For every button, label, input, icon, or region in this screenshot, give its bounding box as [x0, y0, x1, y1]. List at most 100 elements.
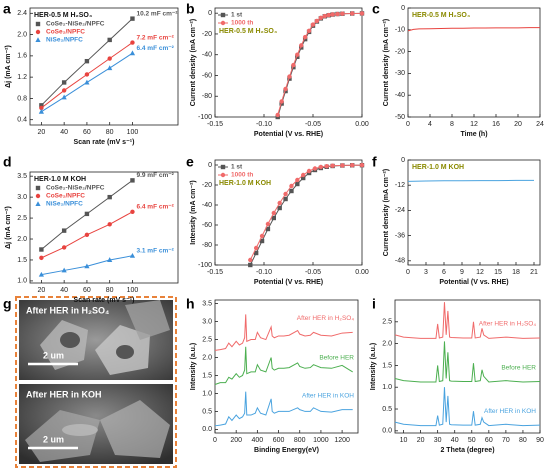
- marker: [312, 166, 318, 171]
- y-tick-label: 1.6: [17, 53, 27, 60]
- y-axis-title: Intensity (a.u.): [190, 343, 197, 390]
- legend-label: Before HER: [319, 355, 354, 362]
- series-line: [214, 391, 353, 427]
- y-tick-label: 0.0: [202, 426, 212, 433]
- y-tick-label: 1.0: [17, 278, 27, 285]
- series-line: [214, 346, 353, 385]
- x-tick-label: -0.15: [207, 269, 223, 276]
- legend-marker: [35, 185, 41, 191]
- y-axis-title: Current density (mA cm⁻²): [383, 169, 390, 256]
- marker: [275, 112, 280, 118]
- x-tick-label: 16: [492, 121, 500, 128]
- marker: [340, 11, 345, 16]
- x-tick-label: 20: [37, 129, 45, 136]
- marker: [107, 194, 112, 200]
- marker: [84, 72, 90, 77]
- marker: [324, 164, 329, 169]
- y-tick-label: 1.5: [202, 372, 212, 379]
- x-tick-label: 8: [450, 121, 454, 128]
- plot-frame: [214, 7, 363, 118]
- x-tick-label: -0.10: [256, 121, 272, 128]
- y-tick-label: 1.2: [17, 74, 27, 81]
- y-tick-label: -100: [198, 262, 212, 269]
- marker: [61, 228, 67, 233]
- x-tick-label: 0: [406, 269, 410, 276]
- y-tick-label: -30: [395, 70, 405, 77]
- y-tick-label: 0.8: [17, 95, 27, 102]
- annotation: 6.4 mF cm⁻²: [136, 45, 174, 52]
- x-tick-label: 60: [83, 129, 91, 136]
- marker: [277, 205, 282, 211]
- x-tick-label: -0.15: [207, 121, 223, 128]
- x-axis-title: Scan rate (mV s⁻¹): [74, 297, 135, 304]
- scale-label: 2 um: [43, 350, 64, 360]
- plot-frame: [394, 299, 541, 434]
- y-tick-label: 3.5: [202, 300, 212, 307]
- image-frame: [15, 296, 177, 468]
- y-tick-label: 1.0: [202, 390, 212, 397]
- marker: [322, 13, 327, 19]
- panel-label: g: [3, 296, 12, 312]
- chart-title: HER-0.5 M H₂SO₄: [219, 28, 277, 35]
- y-tick-label: 2.0: [202, 354, 212, 361]
- panel-label: c: [372, 1, 380, 17]
- marker: [107, 37, 112, 43]
- panel-label: i: [372, 296, 376, 312]
- marker: [84, 232, 90, 238]
- marker: [310, 22, 316, 27]
- x-tick-label: 80: [519, 437, 527, 444]
- x-tick-label: 0: [213, 437, 217, 444]
- y-tick-label: -48: [395, 258, 405, 265]
- plot-frame: [407, 159, 541, 266]
- legend-marker: [220, 172, 226, 178]
- x-tick-label: 3: [424, 269, 428, 276]
- marker: [39, 103, 44, 108]
- y-tick-label: 0.5: [202, 408, 212, 415]
- x-tick-label: 6: [442, 269, 446, 276]
- x-axis-title: Potential (V vs. RHE): [439, 279, 508, 286]
- y-tick-label: 2.5: [17, 215, 27, 222]
- panel-label: f: [372, 154, 377, 170]
- x-tick-label: 40: [451, 437, 459, 444]
- annotation: 3.1 mF cm⁻²: [136, 247, 174, 254]
- legend-label: After HER in H₂SO₄: [297, 315, 355, 322]
- x-tick-label: 400: [252, 437, 264, 444]
- y-tick-label: 1.5: [17, 257, 27, 264]
- y-tick-label: -80: [202, 242, 212, 249]
- x-tick-label: 1000: [313, 437, 329, 444]
- marker: [129, 252, 136, 258]
- x-tick-label: 12: [470, 121, 478, 128]
- y-tick-label: 0: [208, 10, 212, 17]
- y-tick-label: 1.0: [382, 384, 392, 391]
- y-axis-title: Current density (mA cm⁻²): [383, 19, 390, 106]
- x-tick-label: 18: [512, 269, 520, 276]
- x-tick-label: 0.00: [355, 121, 369, 128]
- marker: [129, 50, 136, 56]
- marker: [301, 175, 306, 181]
- legend-label: After HER in KOH: [302, 392, 354, 399]
- y-tick-label: 3.5: [17, 173, 27, 180]
- y-tick-label: 0.0: [382, 428, 392, 435]
- x-tick-label: 20: [417, 437, 425, 444]
- x-tick-label: 9: [460, 269, 464, 276]
- legend-marker: [35, 37, 41, 42]
- marker: [39, 255, 44, 261]
- marker: [84, 211, 90, 217]
- x-tick-label: 60: [83, 287, 91, 294]
- marker: [84, 79, 90, 85]
- marker: [130, 40, 135, 45]
- marker: [302, 34, 308, 40]
- marker: [359, 11, 365, 16]
- marker: [265, 221, 271, 227]
- annotation: 6.4 mF cm⁻²: [136, 204, 174, 211]
- image-caption: After HER in KOH: [26, 389, 102, 399]
- y-tick-label: -50: [395, 114, 405, 121]
- x-tick-label: 40: [60, 129, 68, 136]
- y-tick-label: -12: [395, 182, 405, 189]
- marker: [61, 267, 67, 273]
- y-tick-label: 1.5: [382, 362, 392, 369]
- legend-label: 1000 th: [231, 20, 253, 27]
- marker: [107, 257, 113, 262]
- marker: [39, 105, 44, 111]
- marker: [130, 16, 135, 21]
